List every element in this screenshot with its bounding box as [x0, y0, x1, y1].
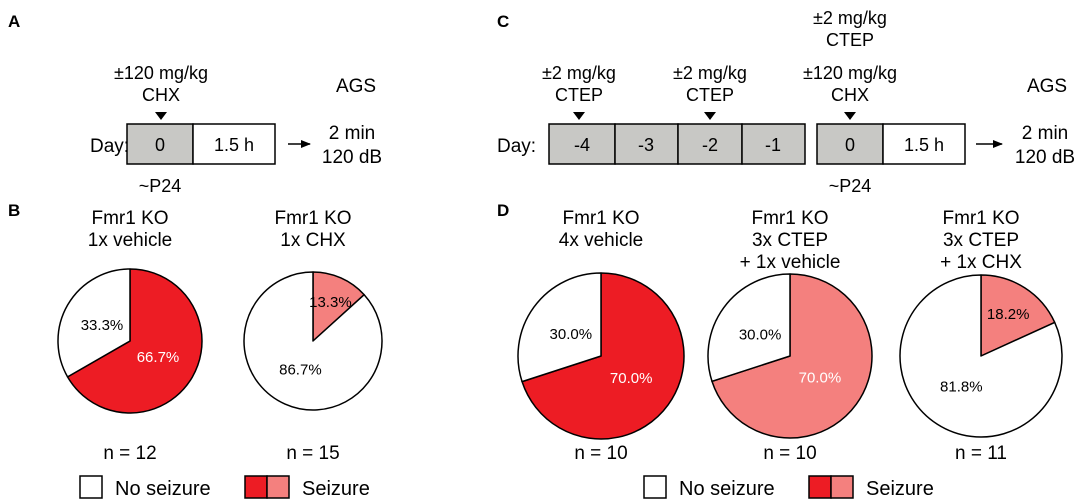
pie-label-seizure: 18.2% [987, 306, 1030, 323]
legend-swatch-seizure-light [266, 475, 290, 499]
legend-swatch-no-seizure [79, 475, 103, 499]
legend-label-seizure: Seizure [302, 478, 370, 500]
panel-c-annot-2-line2: CTEP [686, 85, 734, 105]
pie-label-no-seizure: 30.0% [739, 326, 782, 343]
pie-title-line: 3x CTEP [752, 230, 828, 251]
pie-label-no-seizure: 81.8% [940, 379, 983, 396]
panel-a-day-label: Day: [90, 136, 129, 157]
pie-slice-seizure [521, 272, 685, 440]
pie-slice-no-seizure [707, 273, 791, 383]
pie-n-label: n = 11 [955, 443, 1007, 464]
panel-a-injection-marker [155, 112, 167, 120]
legend-label-no-seizure: No seizure [115, 478, 211, 500]
pie-title-line: 1x vehicle [88, 230, 173, 251]
panel-a-dose-line2: CHX [142, 85, 180, 105]
pie-title-line: 4x vehicle [559, 230, 644, 251]
pie-n-label: n = 10 [763, 443, 816, 464]
panel-a-test-label: AGS [336, 76, 376, 97]
pie-chart-b-chx: Fmr1 KO 1x CHX 86.7% 13.3% n = 15 [243, 208, 383, 464]
panel-c-box-day-minus2-label: -2 [702, 135, 718, 155]
legend-d: No seizure Seizure [643, 475, 934, 500]
panel-c-marker-3 [844, 112, 856, 120]
pie-slice-seizure [66, 268, 203, 414]
panel-a-box-wait-label: 1.5 h [214, 135, 254, 155]
panel-c-box-day-minus4-label: -4 [574, 135, 590, 155]
pie-title-line: Fmr1 KO [91, 208, 168, 229]
legend-swatch-no-seizure [643, 475, 667, 499]
pie-title-line: Fmr1 KO [942, 208, 1019, 229]
panel-c-annot-3-line2: CTEP [826, 30, 874, 50]
panel-letter-d: D [497, 201, 509, 220]
panel-a-dose-line1: ±120 mg/kg [114, 63, 208, 83]
pie-slice-no-seizure [517, 272, 602, 383]
pie-title-line: Fmr1 KO [274, 208, 351, 229]
legend-b: No seizure Seizure [79, 475, 370, 500]
pie-title-line: 3x CTEP [943, 230, 1019, 251]
panel-c-annot-1-line2: CTEP [555, 85, 603, 105]
panel-c-box-day-minus1 [741, 123, 806, 165]
panel-letter-c: C [497, 12, 509, 31]
pie-title-line: Fmr1 KO [751, 208, 828, 229]
panel-c-marker-1 [573, 112, 585, 120]
panel-a-test-line2: 120 dB [322, 147, 382, 168]
panel-c-annot-4-line2: CHX [831, 85, 869, 105]
panel-c-annot-1-line1: ±2 mg/kg [542, 63, 616, 83]
pie-slice-seizure [980, 274, 1056, 357]
panel-a-box-day0-label: 0 [155, 135, 165, 155]
pie-label-seizure: 70.0% [610, 370, 653, 387]
pie-slice-no-seizure [899, 274, 1063, 438]
legend-label-seizure: Seizure [866, 478, 934, 500]
panel-c-test-line2: 120 dB [1015, 147, 1075, 168]
panel-c-box-day0-label: 0 [845, 135, 855, 155]
pie-chart-d-ctep-chx: Fmr1 KO 3x CTEP + 1x CHX 81.8% 18.2% n =… [899, 208, 1063, 464]
panel-a: A ±120 mg/kg CHX Day: 0 1.5 h AGS 2 min … [8, 12, 382, 196]
legend-label-no-seizure: No seizure [679, 478, 775, 500]
pie-title-line: + 1x CHX [940, 252, 1022, 273]
pie-slice-seizure [312, 271, 365, 342]
panel-c-annot-4-line1: ±120 mg/kg [803, 63, 897, 83]
pie-n-label: n = 15 [286, 443, 339, 464]
pie-slice-no-seizure [243, 271, 383, 411]
pie-label-no-seizure: 33.3% [81, 317, 124, 334]
pie-title-line: + 1x vehicle [740, 252, 841, 273]
pie-n-label: n = 10 [574, 443, 627, 464]
panel-c-test-line1: 2 min [1022, 123, 1068, 144]
pie-slice-seizure [711, 273, 873, 439]
panel-c-test-label: AGS [1027, 76, 1067, 97]
legend-swatch-seizure-light [830, 475, 854, 499]
panel-c: C ±2 mg/kg CTEP ±2 mg/kg CTEP ±2 mg/kg C… [497, 8, 1075, 196]
panel-c-box-wait [882, 123, 966, 165]
pie-label-no-seizure: 30.0% [550, 326, 593, 343]
panel-letter-a: A [8, 12, 20, 31]
panel-c-day-label: Day: [497, 136, 536, 157]
panel-c-box-day-minus3-label: -3 [638, 135, 654, 155]
pie-chart-d-ctep-vehicle: Fmr1 KO 3x CTEP + 1x vehicle 30.0% 70.0%… [707, 208, 873, 464]
panel-c-annot-3-line1: ±2 mg/kg [813, 8, 887, 28]
panel-a-age-label: ~P24 [139, 176, 182, 196]
pie-title-line: 1x CHX [280, 230, 346, 251]
legend-swatch-seizure-dark [808, 475, 832, 499]
pie-title-line: Fmr1 KO [562, 208, 639, 229]
pie-chart-b-vehicle: Fmr1 KO 1x vehicle 33.3% 66.7% n = 12 [57, 208, 203, 464]
panel-a-box-wait [192, 123, 276, 165]
panel-c-box-wait-label: 1.5 h [904, 135, 944, 155]
panel-c-marker-2 [704, 112, 716, 120]
panel-letter-b: B [8, 201, 20, 220]
panel-a-test-line1: 2 min [329, 123, 375, 144]
pie-label-seizure: 66.7% [137, 349, 180, 366]
pie-chart-d-vehicle: Fmr1 KO 4x vehicle 30.0% 70.0% n = 10 [517, 208, 685, 464]
panel-c-annot-2-line1: ±2 mg/kg [673, 63, 747, 83]
pie-label-seizure: 70.0% [799, 370, 842, 387]
pie-label-seizure: 13.3% [309, 294, 352, 311]
panel-c-box-day-minus4 [548, 123, 616, 165]
panel-a-box-day0 [126, 123, 194, 165]
legend-swatch-seizure-dark [244, 475, 268, 499]
pie-slice-no-seizure [57, 268, 131, 378]
pie-label-no-seizure: 86.7% [279, 361, 322, 378]
panel-c-box-day-minus1-label: -1 [765, 135, 781, 155]
panel-c-age-label: ~P24 [829, 176, 872, 196]
pie-n-label: n = 12 [103, 443, 156, 464]
